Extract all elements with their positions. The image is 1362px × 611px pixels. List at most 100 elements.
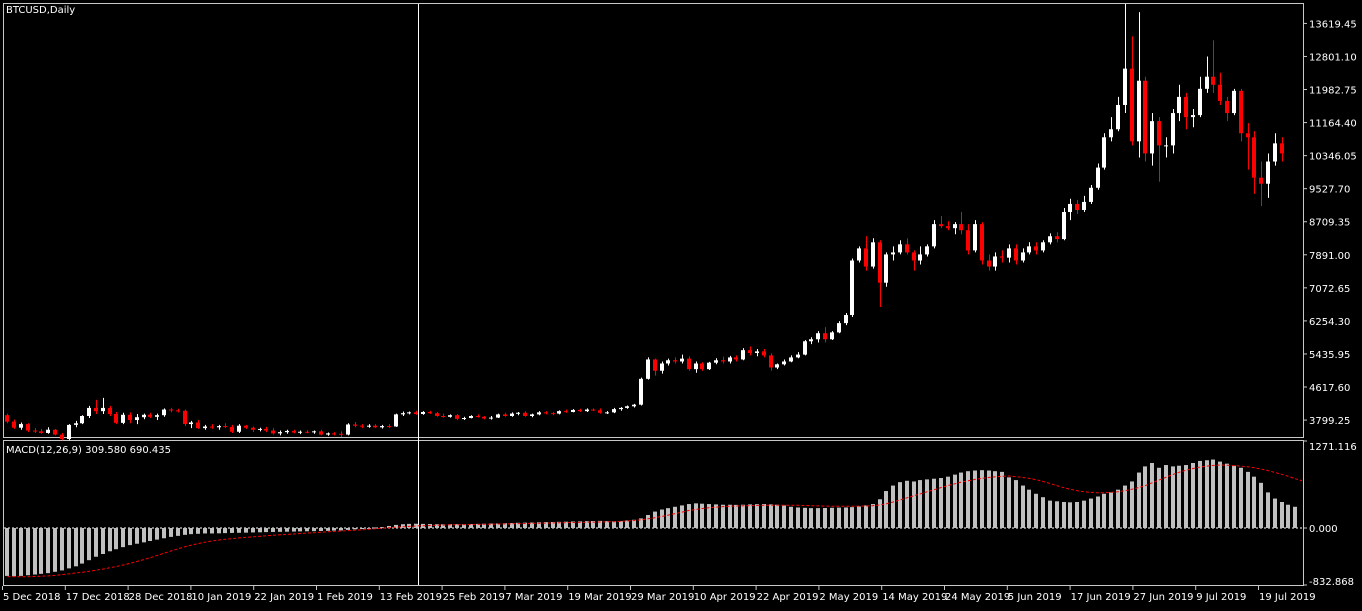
macd-bar xyxy=(1068,502,1072,528)
candle xyxy=(407,411,411,415)
macd-bar xyxy=(1280,501,1284,528)
macd-bar xyxy=(544,522,548,528)
macd-bar xyxy=(660,509,664,528)
candle xyxy=(462,416,466,421)
candle-body xyxy=(482,416,486,419)
candle-body xyxy=(230,426,234,432)
candle xyxy=(223,423,227,429)
candle xyxy=(476,414,480,418)
macd-bar xyxy=(653,511,657,528)
candle xyxy=(1130,36,1134,146)
candle-body xyxy=(1198,88,1202,116)
candle xyxy=(762,348,766,358)
macd-bar xyxy=(755,504,759,528)
candle-body xyxy=(407,412,411,414)
candle-body xyxy=(74,423,78,425)
candle-body xyxy=(1218,84,1222,101)
candle-body xyxy=(1184,96,1188,118)
candle-body xyxy=(1062,212,1066,240)
macd-axis[interactable]: 1271.116 0.000 -832.868 xyxy=(1303,440,1357,588)
symbol-title: BTCUSD,Daily xyxy=(6,5,75,16)
candle-body xyxy=(912,252,916,261)
candle xyxy=(816,331,820,343)
candle-body xyxy=(871,242,875,267)
candle-body xyxy=(1273,143,1277,162)
candle-body xyxy=(646,359,650,379)
candle-body xyxy=(148,414,152,417)
candle xyxy=(721,356,725,364)
candle xyxy=(1157,117,1161,182)
macd-bar xyxy=(39,527,43,574)
price-panel-frame xyxy=(3,3,1304,438)
macd-bar xyxy=(305,527,309,532)
candle xyxy=(87,405,91,419)
macd-bar xyxy=(857,506,861,528)
time-tick-label: 9 Jul 2019 xyxy=(1196,592,1246,603)
candle xyxy=(646,357,650,380)
candle xyxy=(1225,96,1229,122)
candle xyxy=(80,415,84,425)
candle xyxy=(700,362,704,371)
macd-bar xyxy=(1218,461,1222,528)
candle-body xyxy=(966,230,970,251)
candle-body xyxy=(741,350,745,360)
candle-body xyxy=(816,333,820,340)
macd-bar xyxy=(367,527,371,529)
macd-bar xyxy=(1089,498,1093,528)
candle xyxy=(26,423,30,433)
macd-bar xyxy=(298,527,302,532)
candle xyxy=(551,411,555,416)
candle-body xyxy=(591,409,595,411)
candle-body xyxy=(114,413,118,423)
time-tick-label: 10 Jan 2019 xyxy=(191,592,251,603)
price-tick-label: 3799.25 xyxy=(1309,416,1350,427)
candle xyxy=(612,407,616,414)
macd-bar xyxy=(155,527,159,540)
macd-bar xyxy=(564,521,568,528)
candle xyxy=(1082,195,1086,213)
macd-bar xyxy=(67,527,71,569)
candle-body xyxy=(155,415,159,417)
price-axis[interactable]: 13619.45 12801.10 11982.75 11164.40 10346.05… xyxy=(1303,19,1357,427)
candle-body xyxy=(53,429,57,435)
time-tick-label: 5 Dec 2018 xyxy=(3,592,61,603)
candle xyxy=(326,432,330,436)
candle xyxy=(864,236,868,271)
candle-body xyxy=(721,360,725,362)
macd-bar xyxy=(1177,465,1181,528)
macd-bar xyxy=(700,503,704,528)
candle-body xyxy=(421,411,425,414)
candle-body xyxy=(441,415,445,417)
macd-bar xyxy=(1102,493,1106,528)
macd-bar xyxy=(1096,496,1100,528)
macd-histogram-layer xyxy=(5,459,1297,577)
candle-body xyxy=(905,244,909,253)
candle xyxy=(837,321,841,334)
macd-bar xyxy=(605,521,609,528)
candle-body xyxy=(101,407,105,412)
candle-body xyxy=(523,412,527,416)
candle xyxy=(176,408,180,413)
candle xyxy=(993,252,997,271)
candle-body xyxy=(1041,242,1045,251)
candle xyxy=(905,238,909,255)
price-tick-label: 8709.35 xyxy=(1309,218,1350,229)
candle xyxy=(1000,250,1004,263)
macd-bar xyxy=(148,527,152,542)
candle xyxy=(278,430,282,436)
candle xyxy=(1211,40,1215,93)
candle xyxy=(857,246,861,263)
candle xyxy=(414,410,418,415)
candle-body xyxy=(237,425,241,432)
candle-body xyxy=(953,224,957,229)
price-tick-label: 6254.30 xyxy=(1309,317,1350,328)
candle xyxy=(217,424,221,430)
candle-body xyxy=(973,224,977,251)
macd-bar xyxy=(966,471,970,528)
candle xyxy=(687,356,691,371)
macd-bar xyxy=(1266,492,1270,528)
candle-body xyxy=(530,414,534,416)
